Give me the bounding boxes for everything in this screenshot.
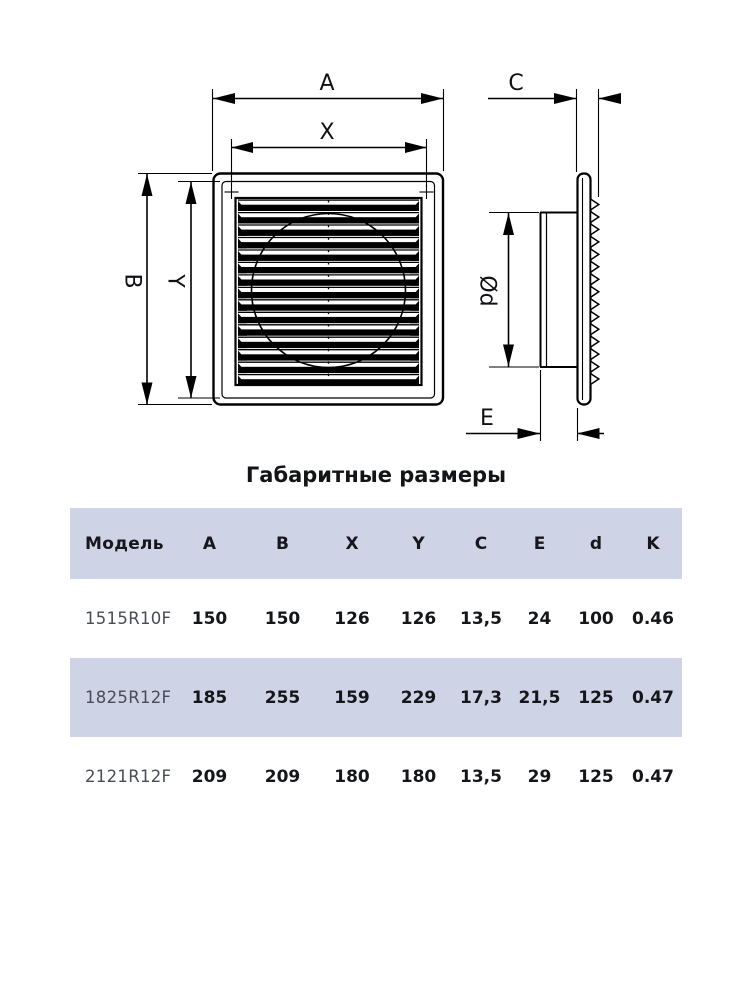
value-a: 209	[191, 766, 228, 787]
value-b: 209	[264, 766, 301, 787]
value-e: 21,5	[518, 687, 561, 708]
value-d: 125	[578, 766, 614, 787]
grille-bevel-frame	[221, 180, 436, 399]
value-x: 126	[334, 608, 370, 629]
duct-collar	[539, 211, 577, 368]
table-row: 1515R10F 150 150 126 126 13,5 24 100 0.4…	[70, 579, 682, 658]
model-name: 2121R12F	[85, 767, 172, 786]
table-row: 2121R12F 209 209 180 180 13,5 29 125 0.4…	[70, 737, 682, 816]
dim-label-b: B	[120, 273, 145, 288]
dimension-c: C	[488, 71, 621, 197]
dim-label-y: Y	[163, 273, 188, 288]
dim-label-x: X	[319, 120, 334, 145]
dimension-diameter: Ød	[475, 211, 539, 368]
dim-label-diameter: Ød	[475, 275, 500, 306]
value-d: 100	[578, 608, 614, 629]
louver-teeth	[589, 198, 600, 386]
col-header-model: Модель	[85, 533, 164, 554]
model-name: 1515R10F	[85, 609, 172, 628]
value-y: 229	[400, 687, 437, 708]
mount-cross-right	[419, 185, 434, 199]
dimension-y: Y	[163, 180, 220, 399]
model-name: 1825R12F	[85, 688, 172, 707]
col-header-a: A	[202, 533, 217, 554]
value-c: 17,3	[460, 687, 502, 708]
col-header-e: E	[533, 533, 546, 554]
col-header-b: B	[276, 533, 289, 554]
mount-cross-left	[224, 185, 239, 199]
side-view	[539, 172, 600, 406]
col-header-d: d	[589, 533, 603, 554]
col-header-x: X	[345, 533, 359, 554]
dim-label-a: A	[319, 71, 334, 96]
value-k: 0.47	[632, 766, 674, 787]
col-header-c: C	[474, 533, 488, 554]
dimension-a: A	[211, 71, 445, 171]
table-row: 1825R12F 185 255 159 229 17,3 21,5 125 0…	[70, 658, 682, 737]
dimension-x: X	[230, 120, 428, 186]
value-k: 0.47	[632, 687, 674, 708]
dimension-drawing: A X B Y	[120, 71, 621, 441]
front-view	[212, 172, 445, 406]
value-a: 150	[191, 608, 228, 629]
flange-profile	[576, 172, 592, 406]
value-e: 24	[527, 608, 552, 629]
value-c: 13,5	[460, 608, 502, 629]
value-x: 159	[334, 687, 370, 708]
col-header-y: Y	[412, 533, 425, 554]
dimension-e: E	[466, 370, 604, 441]
value-c: 13,5	[460, 766, 502, 787]
table-header-row: Модель A B X Y C E d K	[70, 508, 682, 579]
value-e: 29	[527, 766, 552, 787]
dimensions-table: Модель A B X Y C E d K 1515R10F 150 150 …	[70, 508, 682, 816]
value-d: 125	[578, 687, 614, 708]
value-b: 150	[264, 608, 301, 629]
value-b: 255	[264, 687, 301, 708]
value-x: 180	[334, 766, 370, 787]
dim-label-e: E	[480, 406, 494, 431]
value-y: 180	[400, 766, 437, 787]
section-title: Габаритные размеры	[245, 463, 507, 487]
value-k: 0.46	[632, 608, 674, 629]
value-a: 185	[191, 687, 228, 708]
value-y: 126	[400, 608, 437, 629]
dimension-b: B	[120, 172, 212, 406]
dim-label-c: C	[508, 71, 523, 96]
col-header-k: K	[646, 533, 660, 554]
